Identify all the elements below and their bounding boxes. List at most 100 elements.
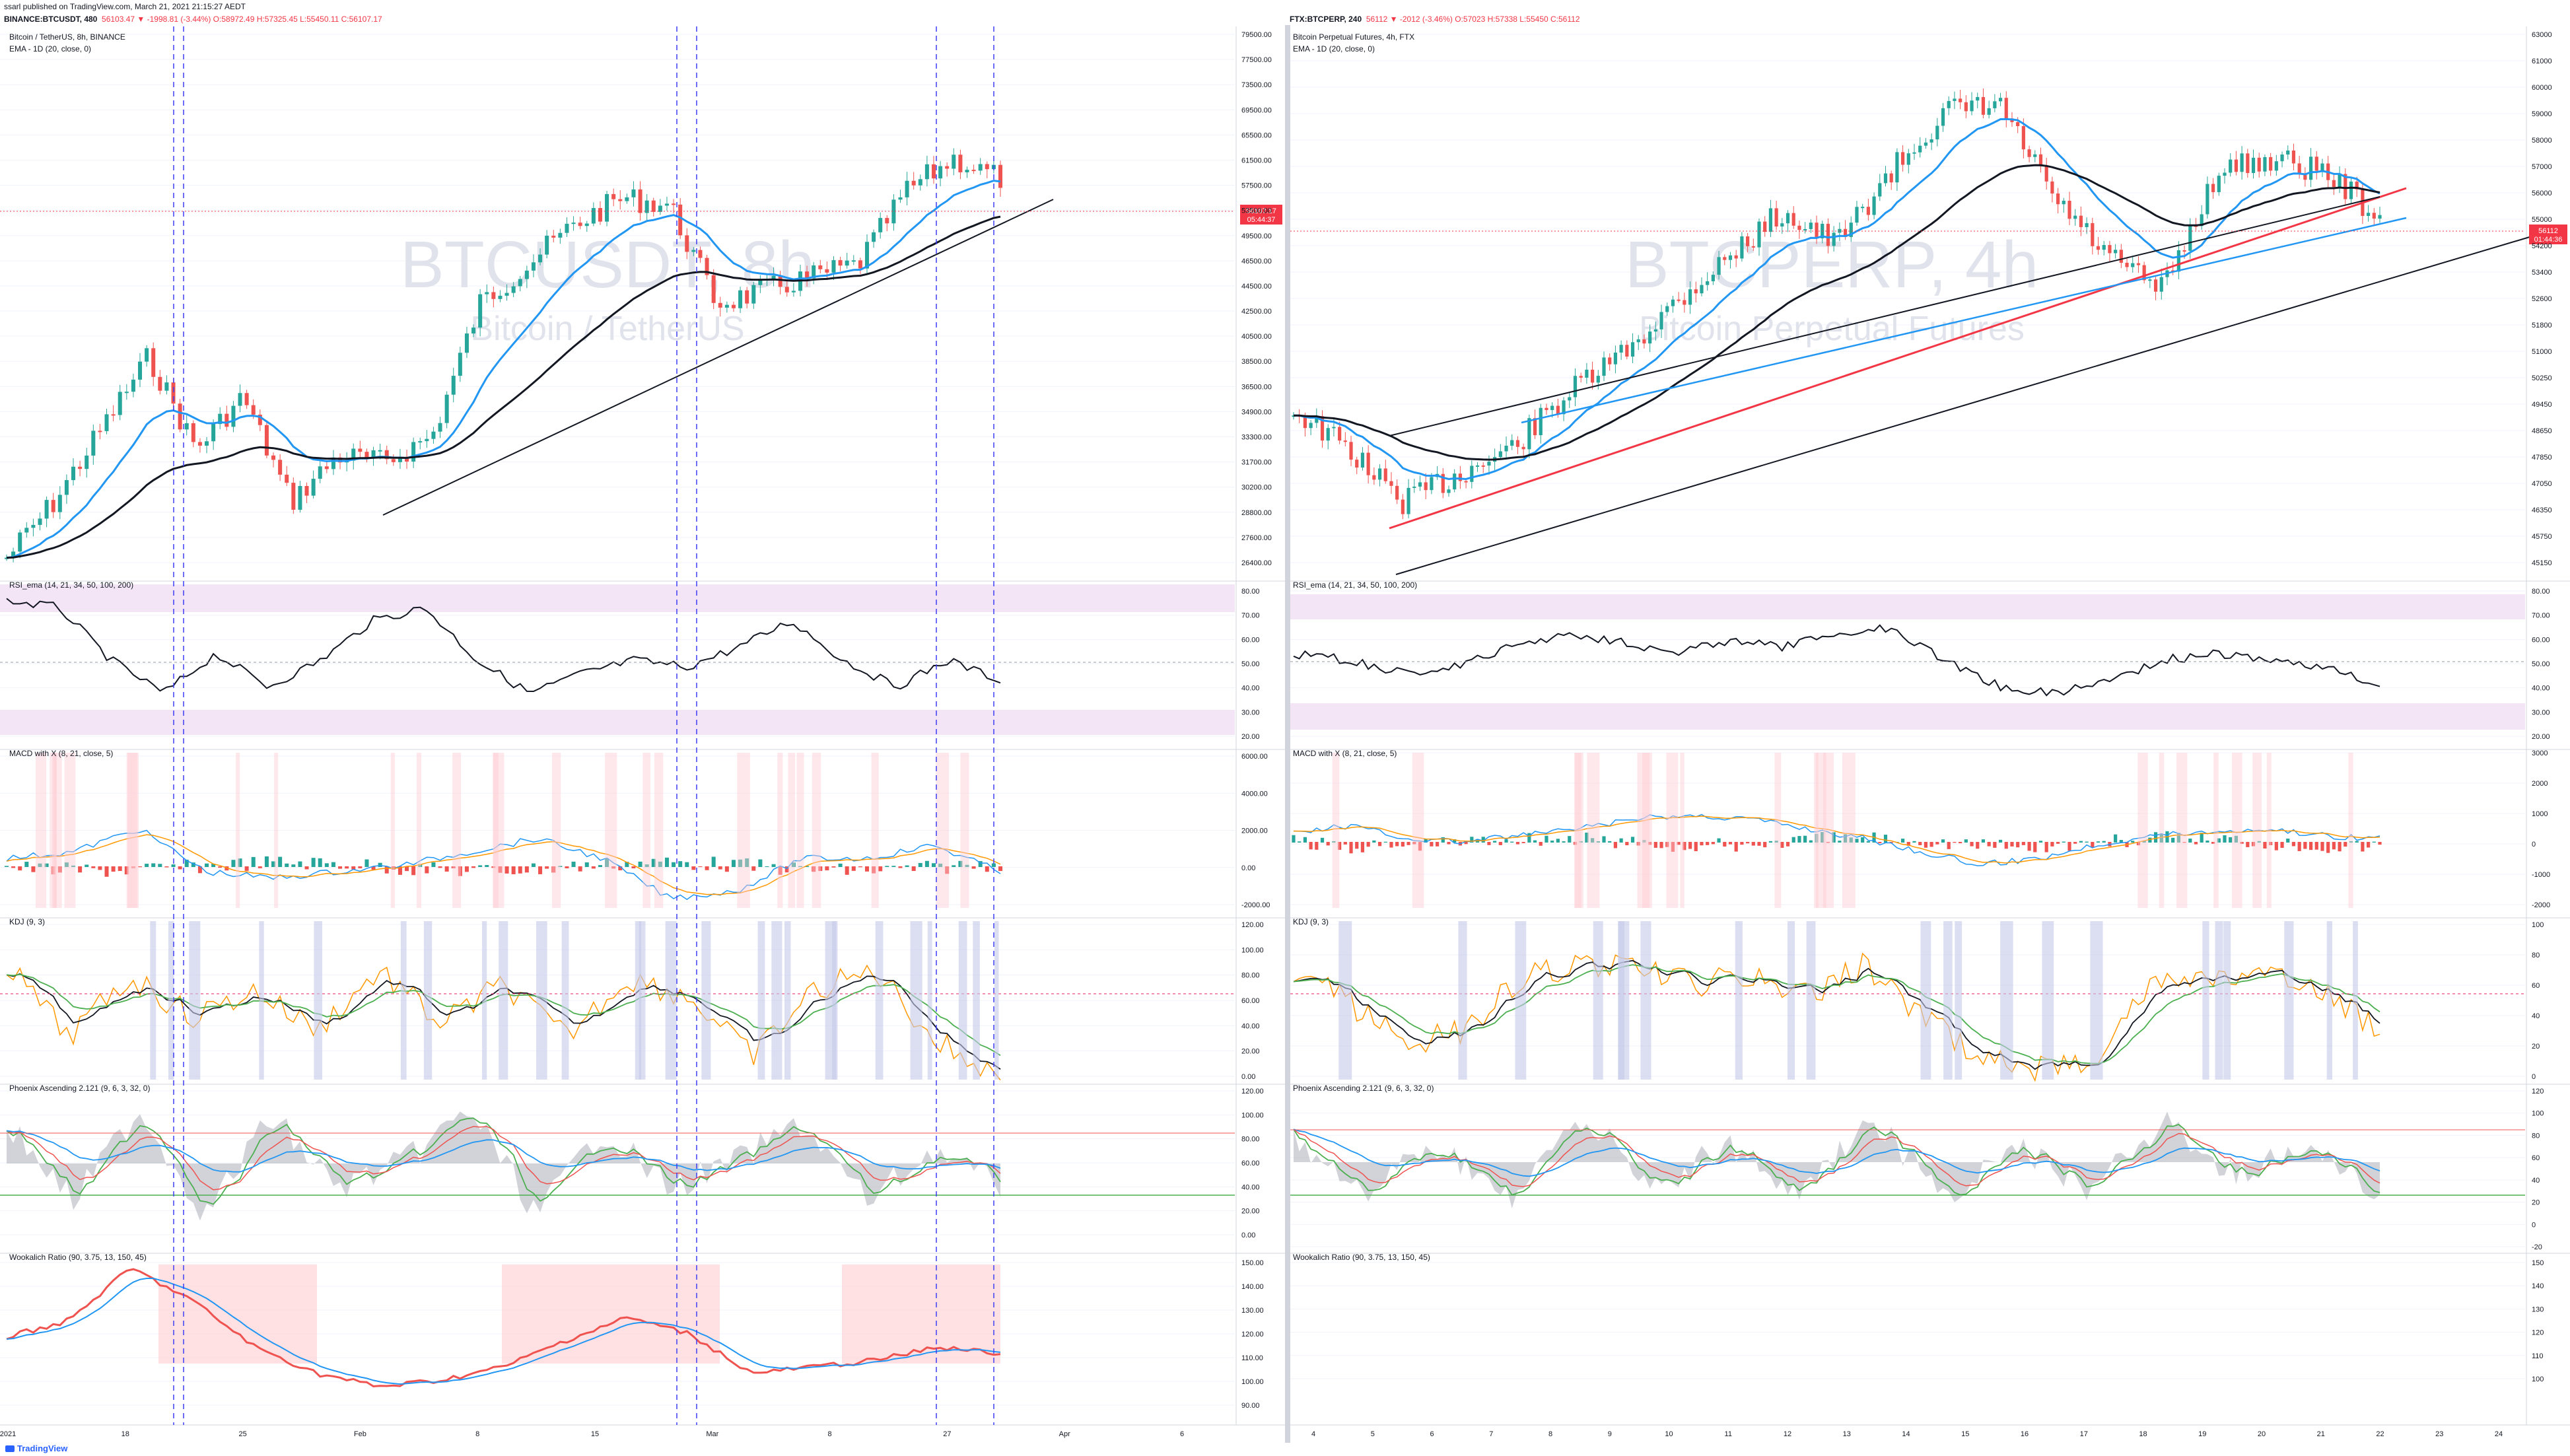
candle	[1861, 207, 1865, 209]
candle	[365, 452, 369, 459]
macd-histogram-bar	[805, 866, 810, 867]
candle	[111, 414, 116, 416]
price-tick: 58000	[2532, 137, 2552, 145]
macd-histogram-bar	[271, 861, 276, 867]
trend-line[interactable]	[1395, 236, 2532, 575]
macd-histogram-bar	[358, 866, 363, 868]
macd-shade	[1680, 753, 1684, 908]
candle	[164, 382, 169, 391]
candle	[738, 290, 743, 308]
candle	[2038, 154, 2043, 166]
candle	[2148, 279, 2152, 281]
macd-histogram-bar	[51, 866, 55, 875]
macd-histogram-bar	[2286, 838, 2290, 843]
macd-histogram-bar	[2159, 833, 2163, 843]
candle	[1625, 345, 1629, 357]
kdj-tick: 80	[2532, 952, 2540, 959]
macd-histogram-bar	[1613, 842, 1618, 849]
candle	[2372, 213, 2376, 219]
trend-line[interactable]	[1389, 187, 2407, 530]
price-tick: 54200	[2532, 242, 2552, 250]
macd-histogram-bar	[2067, 842, 2071, 851]
rsi-line	[1293, 624, 2380, 697]
price-tick: 38500.00	[1241, 358, 1272, 366]
macd-histogram-bar	[1642, 839, 1646, 843]
trend-line[interactable]	[1389, 196, 2380, 436]
trend-line[interactable]	[1521, 217, 2407, 424]
kdj-shade	[958, 921, 967, 1080]
candle	[1947, 100, 1951, 108]
candle	[1475, 465, 1480, 467]
macd-histogram-bar	[1372, 840, 1376, 843]
candle	[1849, 223, 1853, 237]
macd-histogram-bar	[751, 866, 756, 871]
wook-tick: 130.00	[1241, 1307, 1264, 1315]
macd-histogram-bar	[2314, 842, 2318, 850]
candle	[1832, 232, 1836, 246]
macd-histogram-bar	[825, 866, 829, 871]
candle	[911, 180, 916, 186]
right-symbol[interactable]: FTX:BTCPERP, 240	[1290, 15, 1362, 24]
candle	[1315, 416, 1319, 423]
candle	[218, 413, 223, 425]
macd-histogram-bar	[771, 864, 776, 867]
tradingview-footer[interactable]: TradingView	[5, 1443, 67, 1453]
candle	[812, 265, 816, 279]
macd-histogram-bar	[2200, 833, 2204, 843]
rsi-tick: 20.00	[1241, 733, 1260, 741]
time-tick: 8	[1548, 1430, 1552, 1438]
macd-histogram-bar	[685, 862, 689, 867]
candle	[1389, 481, 1393, 486]
candle	[371, 450, 376, 459]
macd-histogram-bar	[1377, 842, 1382, 847]
macd-histogram-bar	[1947, 842, 1951, 849]
candle	[1458, 473, 1463, 481]
macd-histogram-bar	[478, 865, 483, 867]
left-chart[interactable]: BTCUSDT, 8h Bitcoin / TetherUS Bitcoin /…	[0, 26, 1285, 1443]
right-chart[interactable]: BTCPERP, 4h Bitcoin Perpetual Futures Bi…	[1290, 26, 2570, 1443]
trend-line[interactable]	[382, 199, 1054, 516]
left-symbol[interactable]: BINANCE:BTCUSDT, 480	[4, 15, 98, 24]
wook-tick: 100.00	[1241, 1378, 1264, 1386]
candle	[358, 448, 363, 452]
candle	[685, 235, 689, 252]
candle	[1768, 208, 1773, 232]
candle	[1763, 221, 1767, 232]
macd-histogram-bar	[524, 866, 529, 873]
candle	[938, 166, 943, 179]
kdj-d-line	[1293, 964, 2380, 1064]
candle	[885, 218, 889, 224]
macd-shade	[2137, 753, 2148, 908]
macd-histogram-bar	[858, 866, 862, 868]
candle	[311, 479, 316, 496]
macd-histogram-bar	[1430, 842, 1434, 847]
candle	[1706, 281, 1710, 285]
kdj-k-line	[1293, 959, 2380, 1070]
macd-shade	[812, 753, 821, 908]
macd-histogram-bar	[1343, 842, 1347, 845]
phoenix-area	[1294, 1111, 2380, 1209]
wook-band	[502, 1265, 720, 1364]
kdj-shade	[536, 921, 547, 1080]
macd-histogram-bar	[351, 866, 356, 870]
candle	[718, 302, 722, 308]
macd-line	[6, 829, 1001, 901]
right-rsi-title: RSI_ema (14, 21, 34, 50, 100, 200)	[1293, 580, 1417, 590]
candle	[898, 197, 903, 200]
chart-divider[interactable]	[1285, 25, 1290, 1443]
macd-histogram-bar	[658, 861, 662, 867]
phoenix-green-line	[1293, 1123, 2380, 1196]
macd-histogram-bar	[931, 863, 936, 867]
candle	[298, 485, 302, 510]
left-macd-title: MACD with X (8, 21, close, 5)	[9, 749, 113, 758]
left-kdj-title: KDJ (9, 3)	[9, 917, 45, 926]
candle	[584, 223, 589, 226]
macd-shade	[960, 753, 969, 908]
kdj-shade	[1618, 921, 1630, 1080]
candle	[818, 265, 823, 269]
price-tick: 52600	[2532, 295, 2552, 303]
candle	[864, 242, 869, 269]
candle	[2182, 250, 2186, 252]
macd-shade	[493, 753, 504, 908]
time-tick: 15	[591, 1430, 599, 1438]
